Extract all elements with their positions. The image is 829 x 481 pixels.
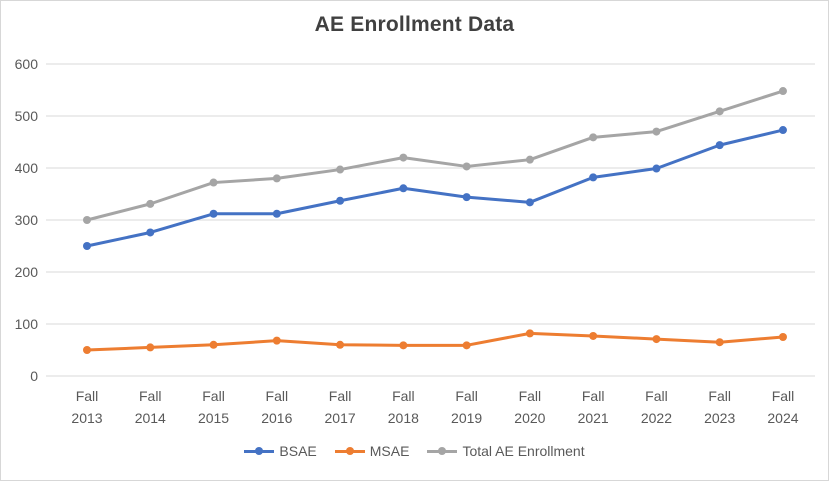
legend-marker-dot-icon — [345, 447, 354, 455]
x-axis-tick-label: 2021 — [578, 410, 609, 426]
x-axis-tick-label: Fall — [645, 388, 668, 404]
chart-legend: BSAE MSAE Total AE Enrollment — [1, 443, 828, 459]
data-point — [83, 242, 91, 250]
x-axis-tick-label: Fall — [76, 388, 99, 404]
x-axis-tick-label: Fall — [392, 388, 415, 404]
legend-marker-icon — [244, 447, 275, 455]
data-point — [715, 107, 724, 116]
data-point — [209, 209, 218, 218]
data-point — [652, 335, 661, 344]
data-point — [209, 178, 218, 187]
data-point — [399, 341, 408, 350]
data-point — [336, 196, 345, 205]
data-point — [715, 141, 724, 150]
data-point — [652, 164, 661, 173]
x-axis-tick-label: Fall — [582, 388, 605, 404]
x-axis-tick-label: Fall — [772, 388, 795, 404]
legend-item-total-ae-enrollment: Total AE Enrollment — [427, 443, 585, 459]
data-point — [399, 153, 408, 162]
data-point — [83, 216, 91, 224]
x-axis-tick-label: Fall — [266, 388, 289, 404]
x-axis-tick-label: 2015 — [198, 410, 229, 426]
x-axis-tick-label: 2023 — [704, 410, 735, 426]
data-point — [272, 174, 281, 183]
data-point — [525, 198, 534, 207]
data-point — [652, 127, 661, 136]
legend-label: BSAE — [279, 443, 317, 459]
legend-marker-dot-icon — [255, 447, 264, 455]
x-axis-tick-label: Fall — [202, 388, 225, 404]
data-point — [715, 338, 724, 347]
data-point — [146, 199, 155, 208]
x-axis-tick-label: 2024 — [767, 410, 798, 426]
x-axis-tick-label: Fall — [455, 388, 478, 404]
data-point — [83, 346, 91, 354]
x-axis-tick-label: 2017 — [325, 410, 356, 426]
legend-label: MSAE — [369, 443, 410, 459]
data-point — [589, 133, 598, 142]
x-axis-tick-label: 2020 — [514, 410, 545, 426]
chart-title: AE Enrollment Data — [314, 13, 515, 36]
y-axis-tick-label: 600 — [15, 56, 39, 72]
data-point — [146, 343, 155, 352]
legend-item-bsae: BSAE — [244, 443, 317, 459]
data-point — [462, 162, 471, 171]
data-point — [336, 165, 345, 174]
data-point — [525, 329, 534, 338]
data-point — [462, 193, 471, 202]
x-axis-tick-label: Fall — [329, 388, 352, 404]
series-line-total-ae-enrollment — [85, 89, 785, 222]
x-axis-tick-label: 2013 — [71, 410, 102, 426]
x-axis-tick-label: 2022 — [641, 410, 672, 426]
data-point — [778, 126, 787, 135]
data-point — [272, 209, 281, 218]
data-point — [525, 155, 534, 164]
x-axis-tick-label: Fall — [708, 388, 731, 404]
x-axis-tick-label: 2016 — [261, 410, 292, 426]
legend-marker-icon — [334, 447, 365, 455]
x-axis-tick-label: 2018 — [388, 410, 419, 426]
data-point — [272, 336, 281, 345]
data-point — [589, 331, 598, 340]
data-point — [209, 340, 218, 349]
data-point — [589, 173, 598, 182]
legend-item-msae: MSAE — [334, 443, 410, 459]
y-axis-tick-label: 200 — [15, 264, 39, 280]
data-point — [778, 333, 787, 341]
data-point — [336, 340, 345, 349]
y-axis-tick-label: 500 — [15, 108, 39, 124]
data-point — [146, 228, 155, 237]
data-point — [778, 87, 787, 96]
data-point — [399, 184, 408, 193]
legend-label: Total AE Enrollment — [462, 443, 585, 459]
x-axis-tick-label: Fall — [139, 388, 162, 404]
data-point — [462, 341, 471, 350]
series-line-bsae — [85, 128, 785, 248]
y-axis-tick-label: 100 — [15, 316, 39, 332]
y-axis-tick-label: 300 — [15, 212, 39, 228]
x-axis-tick-label: 2014 — [135, 410, 166, 426]
x-axis-tick-label: Fall — [519, 388, 542, 404]
series-line-msae — [85, 331, 785, 352]
x-axis-tick-label: 2019 — [451, 410, 482, 426]
legend-marker-icon — [427, 447, 458, 455]
y-axis-tick-label: 0 — [30, 368, 38, 384]
y-axis-tick-label: 400 — [15, 160, 39, 176]
legend-marker-dot-icon — [438, 447, 447, 455]
